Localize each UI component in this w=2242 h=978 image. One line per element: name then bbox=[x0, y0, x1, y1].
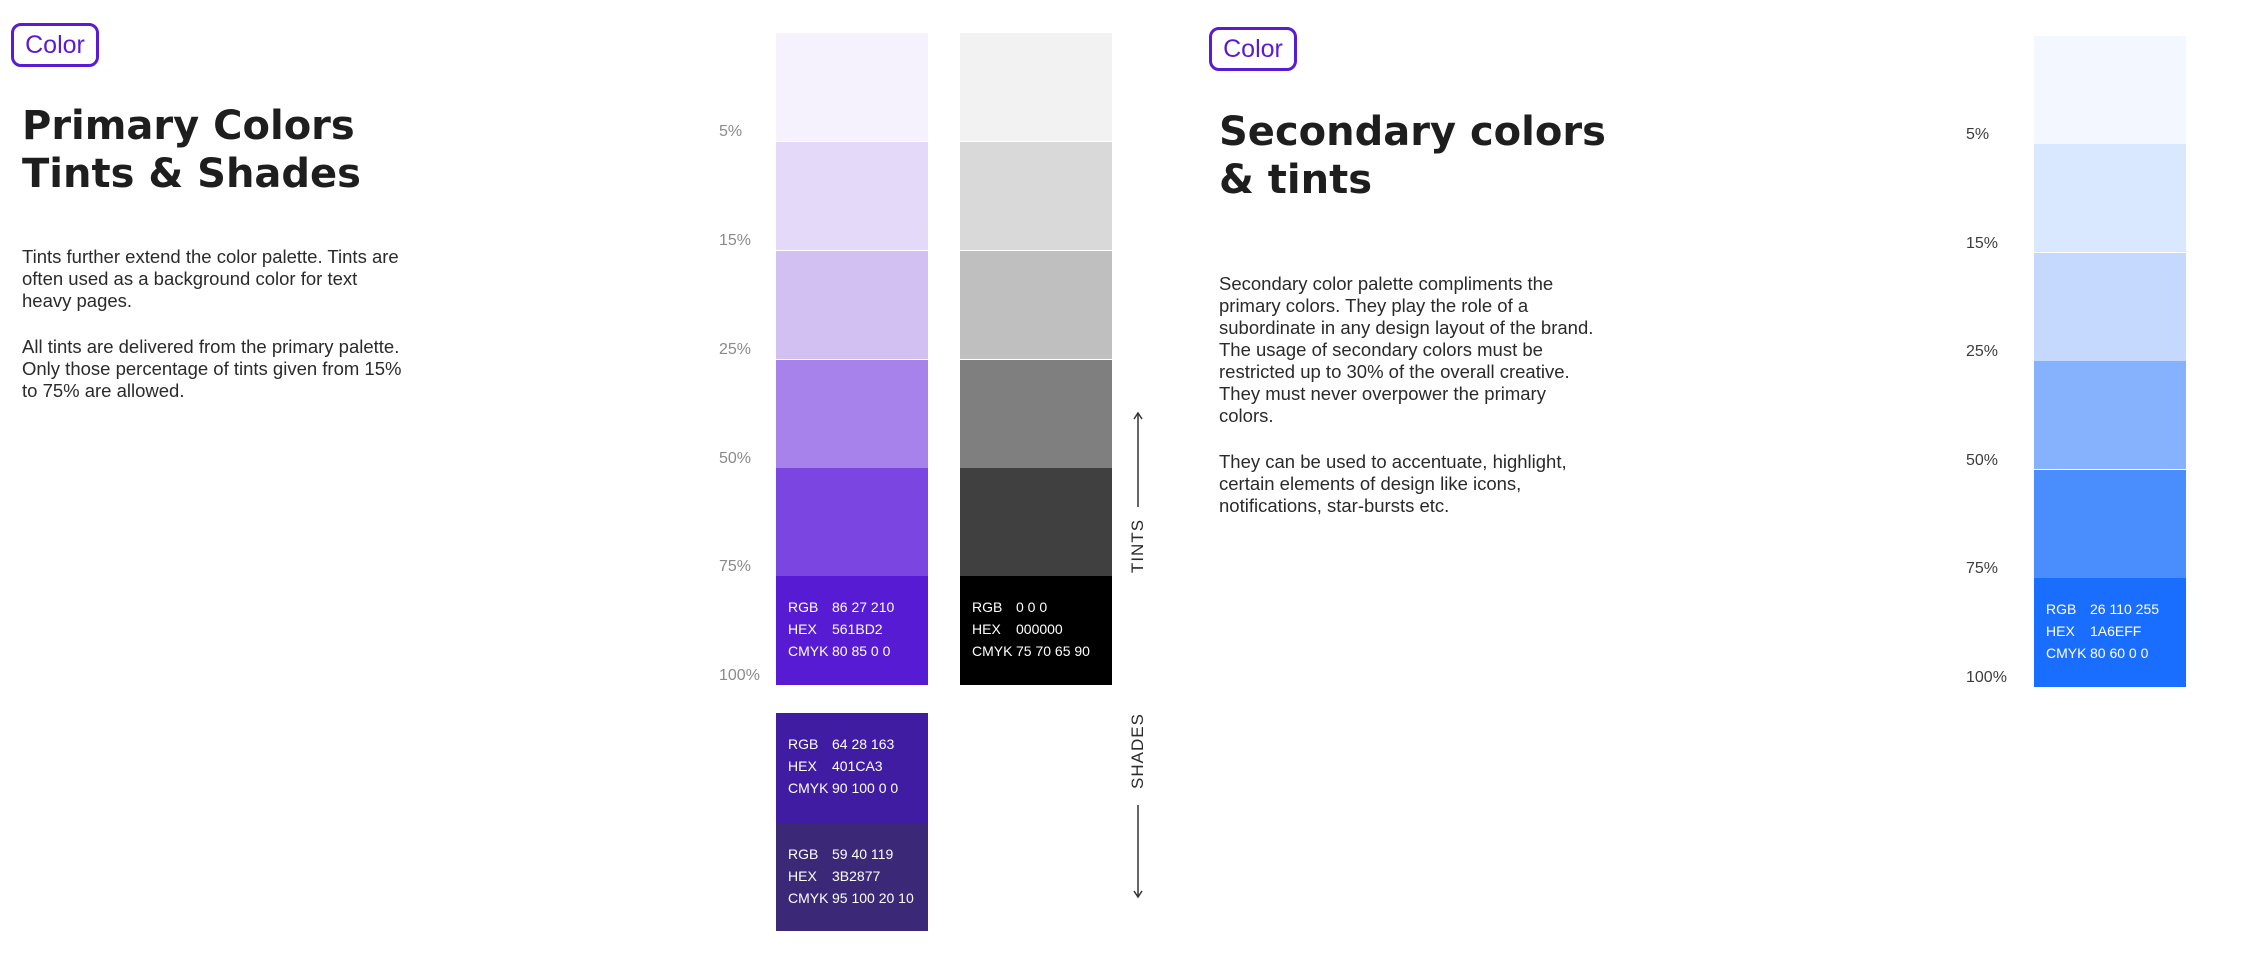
rgb-value: 59 40 119 bbox=[832, 846, 894, 862]
cmyk-value: 75 70 65 90 bbox=[1016, 643, 1090, 659]
cmyk-key: CMYK bbox=[972, 643, 1013, 659]
rgb-key: RGB bbox=[2046, 601, 2077, 617]
purple-shades-column: RGB 64 28 163 HEX 401CA3 CMYK 90 100 0 0 RG… bbox=[776, 713, 928, 931]
secondary-paragraph-2: They can be used to accentuate, highligh… bbox=[1219, 451, 1567, 516]
cmyk-value: 80 85 0 0 bbox=[832, 643, 891, 659]
purple-tint-75 bbox=[776, 468, 928, 576]
rgb-value: 0 0 0 bbox=[1016, 599, 1048, 615]
hex-key: HEX bbox=[972, 621, 1001, 637]
hex-value: 3B2877 bbox=[832, 868, 881, 884]
purple-tint-5 bbox=[776, 33, 928, 141]
blue-color-codes: RGB 26 110 255 HEX 1A6EFF CMYK 80 60 0 0 bbox=[2046, 598, 2159, 664]
rgb-key: RGB bbox=[788, 846, 819, 862]
primary-paragraph-2: All tints are delivered from the primary… bbox=[22, 336, 402, 401]
tints-up-arrow-icon bbox=[1133, 411, 1143, 507]
gray-tint-50 bbox=[960, 360, 1112, 468]
blue-tint-25 bbox=[2034, 253, 2186, 361]
page-title-line-2: Tints & Shades bbox=[22, 151, 361, 197]
rgb-value: 26 110 255 bbox=[2090, 601, 2160, 617]
rgb-key: RGB bbox=[788, 599, 819, 615]
secondary-color-tag: Color bbox=[1209, 27, 1297, 71]
color-tag: Color bbox=[11, 23, 99, 67]
gray-tint-15 bbox=[960, 142, 1112, 250]
tints-label: TINTS bbox=[1128, 518, 1147, 574]
purple-shade-1: RGB 64 28 163 HEX 401CA3 CMYK 90 100 0 0 bbox=[776, 713, 928, 823]
percent-label-25: 25% bbox=[719, 341, 752, 358]
cmyk-value: 90 100 0 0 bbox=[832, 780, 899, 796]
purple-tint-100: RGB 86 27 210 HEX 561BD2 CMYK 80 85 0 0 bbox=[776, 576, 928, 685]
gray-tint-5 bbox=[960, 33, 1112, 141]
percent-label-50: 50% bbox=[1966, 452, 1999, 469]
cmyk-value: 80 60 0 0 bbox=[2090, 645, 2149, 661]
rgb-value: 86 27 210 bbox=[832, 599, 895, 615]
blue-tint-50 bbox=[2034, 361, 2186, 469]
page-title: Primary Colors Tints & Shades bbox=[22, 102, 361, 198]
page-title-line-1: Primary Colors bbox=[22, 103, 355, 149]
purple-tints-column: RGB 86 27 210 HEX 561BD2 CMYK 80 85 0 0 bbox=[776, 33, 928, 685]
blue-tint-5 bbox=[2034, 36, 2186, 144]
percent-label-5: 5% bbox=[1966, 126, 1990, 143]
shades-down-arrow-icon bbox=[1133, 805, 1143, 899]
rgb-key: RGB bbox=[788, 736, 819, 752]
cmyk-key: CMYK bbox=[2046, 645, 2087, 661]
percent-label-15: 15% bbox=[719, 232, 752, 249]
percent-label-75: 75% bbox=[719, 558, 752, 575]
primary-paragraph-1: Tints further extend the color palette. … bbox=[22, 246, 399, 311]
shade-1-color-codes: RGB 64 28 163 HEX 401CA3 CMYK 90 100 0 0 bbox=[788, 733, 898, 799]
purple-tint-15 bbox=[776, 142, 928, 250]
percent-label-50: 50% bbox=[719, 450, 752, 467]
rgb-key: RGB bbox=[972, 599, 1003, 615]
rgb-value: 64 28 163 bbox=[832, 736, 895, 752]
percent-label-5: 5% bbox=[719, 123, 743, 140]
blue-tint-75 bbox=[2034, 470, 2186, 578]
hex-key: HEX bbox=[788, 758, 817, 774]
purple-tint-25 bbox=[776, 251, 928, 359]
gray-tints-column: RGB 0 0 0 HEX 000000 CMYK 75 70 65 90 bbox=[960, 33, 1112, 685]
blue-tints-column: RGB 26 110 255 HEX 1A6EFF CMYK 80 60 0 0 bbox=[2034, 36, 2186, 687]
blue-tint-15 bbox=[2034, 144, 2186, 252]
percent-label-15: 15% bbox=[1966, 235, 1999, 252]
primary-description: Tints further extend the color palette. … bbox=[22, 246, 407, 402]
cmyk-key: CMYK bbox=[788, 890, 829, 906]
cmyk-value: 95 100 20 10 bbox=[832, 890, 914, 906]
hex-value: 401CA3 bbox=[832, 758, 883, 774]
percent-label-25: 25% bbox=[1966, 343, 1999, 360]
hex-value: 000000 bbox=[1016, 621, 1063, 637]
secondary-title-line-1: Secondary colors bbox=[1219, 109, 1606, 155]
secondary-paragraph-1: Secondary color palette compliments the … bbox=[1219, 273, 1594, 426]
gray-tint-100: RGB 0 0 0 HEX 000000 CMYK 75 70 65 90 bbox=[960, 576, 1112, 685]
hex-value: 1A6EFF bbox=[2090, 623, 2142, 639]
hex-key: HEX bbox=[788, 868, 817, 884]
cmyk-key: CMYK bbox=[788, 780, 829, 796]
percent-label-100: 100% bbox=[1966, 669, 2007, 686]
shade-2-color-codes: RGB 59 40 119 HEX 3B2877 CMYK 95 100 20 10 bbox=[788, 843, 914, 909]
purple-color-codes: RGB 86 27 210 HEX 561BD2 CMYK 80 85 0 0 bbox=[788, 596, 894, 662]
black-color-codes: RGB 0 0 0 HEX 000000 CMYK 75 70 65 90 bbox=[972, 596, 1090, 662]
hex-key: HEX bbox=[2046, 623, 2075, 639]
blue-tint-100: RGB 26 110 255 HEX 1A6EFF CMYK 80 60 0 0 bbox=[2034, 578, 2186, 687]
secondary-description: Secondary color palette compliments the … bbox=[1219, 273, 1604, 517]
gray-tint-75 bbox=[960, 468, 1112, 576]
purple-tint-50 bbox=[776, 360, 928, 468]
purple-shade-2: RGB 59 40 119 HEX 3B2877 CMYK 95 100 20 10 bbox=[776, 823, 928, 931]
gray-tint-25 bbox=[960, 251, 1112, 359]
hex-value: 561BD2 bbox=[832, 621, 883, 637]
secondary-title-line-2: & tints bbox=[1219, 157, 1373, 203]
percent-label-75: 75% bbox=[1966, 560, 1999, 577]
cmyk-key: CMYK bbox=[788, 643, 829, 659]
hex-key: HEX bbox=[788, 621, 817, 637]
percent-label-100: 100% bbox=[719, 667, 760, 684]
shades-label: SHADES bbox=[1128, 713, 1147, 789]
secondary-title: Secondary colors & tints bbox=[1219, 108, 1606, 204]
